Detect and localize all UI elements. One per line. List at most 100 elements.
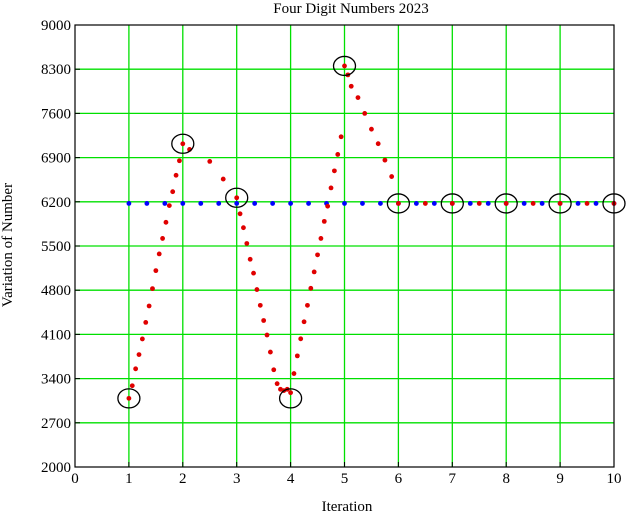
constant-point [216, 201, 222, 206]
grid [75, 25, 614, 467]
constant-point [467, 201, 473, 206]
trajectory-point [261, 318, 267, 323]
trajectory-point [129, 383, 135, 389]
y-tick-label: 7600 [41, 106, 71, 122]
trajectory-point [291, 371, 297, 376]
iteration-marker [332, 55, 357, 77]
trajectory-point [160, 236, 165, 241]
trajectory-point [241, 225, 246, 231]
iteration-marker [278, 388, 303, 409]
constant-point [431, 201, 437, 206]
y-ticks: 2000 2700 3400 4100 4800 5500 6200 6900 7600 8300… [41, 18, 80, 476]
constant-point [521, 201, 527, 206]
trajectory-point [348, 83, 354, 89]
trajectory-point [156, 251, 162, 257]
trajectory-point [264, 332, 270, 338]
iteration-marker [548, 193, 572, 214]
iteration-marker [494, 193, 518, 214]
trajectory-point [335, 152, 341, 157]
constant-point [413, 201, 419, 206]
iteration-marker [171, 133, 195, 154]
x-tick-label: 4 [287, 471, 295, 487]
y-tick-label: 6200 [41, 195, 71, 211]
trajectory-point [163, 219, 169, 225]
trajectory-point [338, 134, 344, 140]
trajectory-point [308, 285, 314, 291]
constant-point [270, 201, 276, 206]
y-tick-label: 3400 [41, 372, 71, 388]
x-tick-label: 3 [233, 471, 241, 487]
trajectory-point [422, 201, 428, 206]
constant-point [180, 201, 186, 206]
trajectory-point [126, 395, 132, 401]
trajectory-point [136, 352, 142, 358]
constant-point [252, 201, 258, 206]
trajectory-point [362, 111, 368, 116]
circle-markers [117, 55, 626, 409]
trajectory-point [557, 201, 563, 206]
trajectory-point [271, 367, 277, 373]
trajectory-point [150, 286, 155, 292]
x-tick-label: 9 [556, 471, 564, 487]
constant-point [234, 201, 240, 206]
y-tick-label: 8300 [41, 62, 71, 78]
trajectory-point [321, 218, 327, 224]
trajectory-point [267, 349, 273, 355]
trajectory-point [288, 390, 293, 396]
y-tick-label: 4800 [41, 283, 71, 299]
iteration-marker [117, 388, 141, 409]
trajectory-point [375, 141, 381, 147]
x-tick-label: 0 [71, 471, 79, 487]
trajectory-point [325, 203, 331, 209]
trajectory-point [254, 287, 260, 292]
trajectory-point [355, 95, 361, 101]
constant-point [342, 201, 347, 206]
trajectory-point [244, 241, 250, 246]
constant-point [288, 201, 293, 206]
y-tick-label: 9000 [41, 18, 71, 34]
trajectory-point [207, 158, 213, 164]
trajectory-point [298, 336, 304, 342]
constant-point [593, 201, 599, 206]
iteration-marker [386, 193, 411, 214]
trajectory-point [234, 195, 240, 201]
y-tick-label: 5500 [41, 239, 71, 255]
constant-point [575, 201, 581, 206]
x-tick-label: 7 [449, 471, 457, 487]
y-tick-label: 4100 [41, 327, 71, 343]
trajectory-point [342, 63, 347, 69]
y-tick-label: 2700 [41, 416, 71, 432]
trajectory-series [126, 63, 617, 401]
trajectory-point [166, 203, 172, 208]
trajectory-point [143, 320, 149, 325]
constant-point [378, 201, 383, 206]
trajectory-point [133, 366, 139, 372]
iteration-marker [225, 187, 249, 208]
x-tick-label: 6 [395, 471, 403, 487]
trajectory-point [170, 189, 176, 195]
trajectory-point [449, 201, 455, 206]
x-ticks: 0 1 2 3 4 5 6 7 8 9 10 [71, 462, 622, 487]
trajectory-point [530, 201, 536, 206]
trajectory-point [173, 172, 179, 178]
trajectory-point [257, 302, 263, 308]
trajectory-point [331, 168, 337, 174]
trajectory-point [315, 252, 320, 258]
trajectory-point [139, 336, 145, 342]
constant-point [126, 201, 132, 206]
x-tick-label: 2 [179, 471, 187, 487]
trajectory-point [318, 236, 324, 241]
y-tick-label: 2000 [41, 460, 71, 476]
chart-title: Four Digit Numbers 2023 [273, 1, 428, 17]
constant-point [360, 201, 365, 206]
trajectory-point [311, 269, 317, 275]
y-tick-label: 6900 [41, 151, 71, 167]
constant-point [198, 201, 204, 206]
trajectory-point [247, 256, 253, 262]
trajectory-point [301, 319, 307, 325]
constant-point [162, 201, 168, 206]
iteration-marker [440, 193, 464, 214]
trajectory-point [389, 174, 395, 179]
x-tick-label: 10 [607, 471, 622, 487]
